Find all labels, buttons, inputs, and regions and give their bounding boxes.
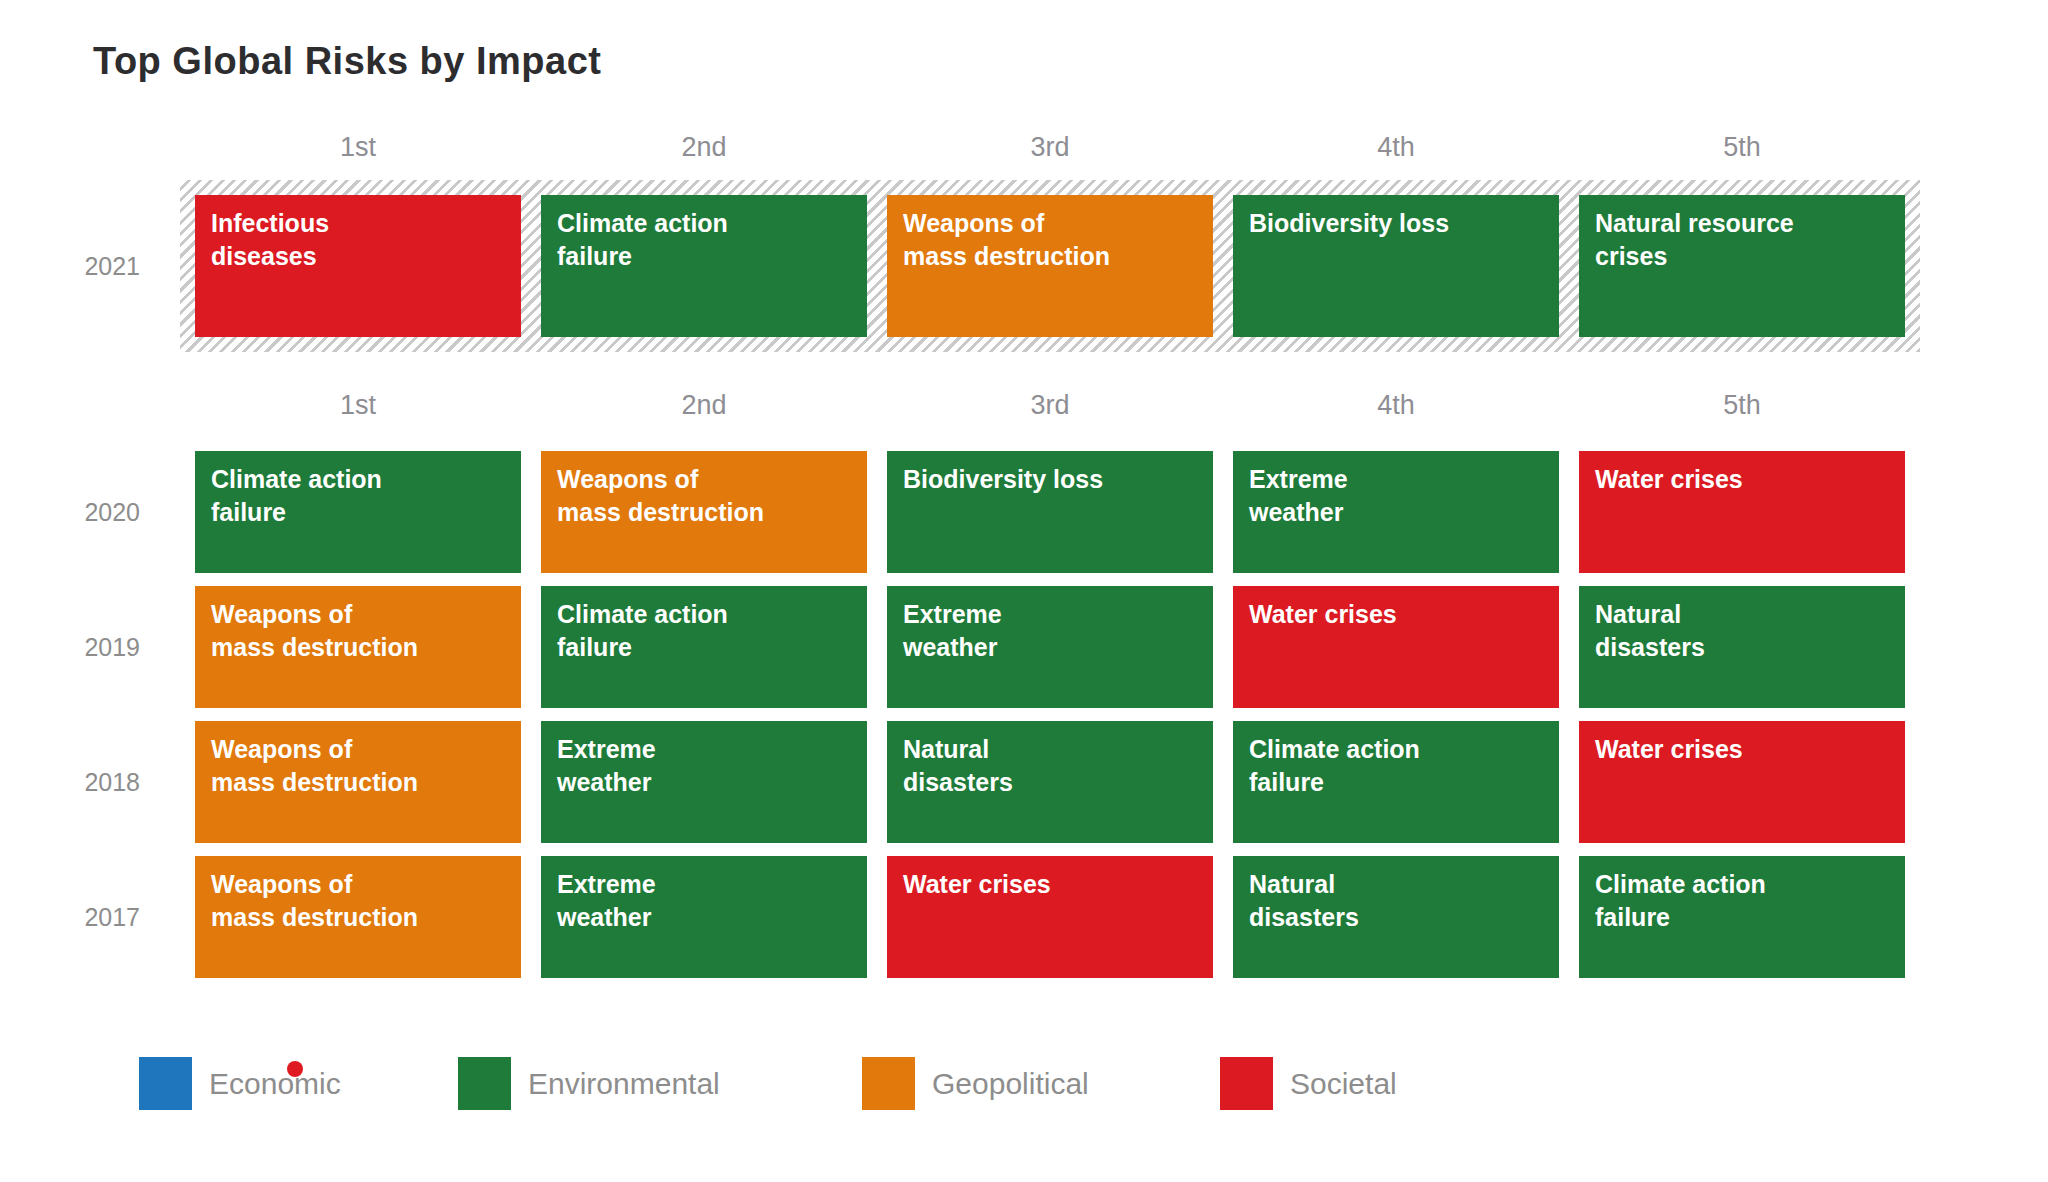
legend-label: Societal [1290,1067,1397,1101]
risk-cell-label: Water crises [903,868,1197,901]
legend-label: Economic [209,1067,341,1101]
risk-cell-label: Climate action failure [557,598,851,664]
risk-cell-label: Natural disasters [1249,868,1543,934]
risk-cell-label: Climate action failure [557,207,851,273]
rank-label-3rd: 3rd [887,390,1213,421]
risk-cell-2018-2: Extreme weather [541,721,867,843]
risk-cell-label: Biodiversity loss [1249,207,1543,240]
risk-cell-label: Weapons of mass destruction [211,733,505,799]
year-label-2017: 2017 [60,903,140,932]
risk-cell-2020-4: Extreme weather [1233,451,1559,573]
risk-cell-2017-1: Weapons of mass destruction [195,856,521,978]
risk-cell-label: Infectious diseases [211,207,505,273]
legend-item-geopolitical: Geopolitical [862,1057,1089,1110]
rank-label-5th: 5th [1579,132,1905,163]
rank-label-1st: 1st [195,390,521,421]
year-label-2018: 2018 [60,768,140,797]
page-title: Top Global Risks by Impact [93,40,602,83]
rank-label-3rd: 3rd [887,132,1213,163]
risk-cell-2021-5: Natural resource crises [1579,195,1905,337]
year-label-2020: 2020 [60,498,140,527]
chart-canvas: Top Global Risks by Impact 1st 2nd 3rd 4… [0,0,2048,1182]
rank-header-row-2021: 1st 2nd 3rd 4th 5th [195,132,1905,163]
risk-cell-label: Water crises [1249,598,1543,631]
legend-item-economic: Economic [139,1057,341,1110]
risk-cell-label: Water crises [1595,463,1889,496]
risk-cell-2018-3: Natural disasters [887,721,1213,843]
risk-cell-2017-2: Extreme weather [541,856,867,978]
risk-cell-2021-1: Infectious diseases [195,195,521,337]
geopolitical-swatch-icon [862,1057,915,1110]
economic-swatch-icon [139,1057,192,1110]
risk-cell-label: Extreme weather [1249,463,1543,529]
risk-cell-2020-2: Weapons of mass destruction [541,451,867,573]
risk-row-2018: Weapons of mass destruction Extreme weat… [195,721,1905,843]
year-label-2019: 2019 [60,633,140,662]
risk-cell-2018-1: Weapons of mass destruction [195,721,521,843]
risk-cell-2019-2: Climate action failure [541,586,867,708]
risk-cell-2020-1: Climate action failure [195,451,521,573]
year-label-2021: 2021 [60,252,140,281]
risk-cell-label: Natural disasters [1595,598,1889,664]
rank-label-1st: 1st [195,132,521,163]
risk-cell-label: Extreme weather [557,868,851,934]
environmental-swatch-icon [458,1057,511,1110]
risk-cell-2020-3: Biodiversity loss [887,451,1213,573]
rank-label-4th: 4th [1233,132,1559,163]
highlight-band-2021: Infectious diseases Climate action failu… [180,180,1920,352]
risk-cell-2019-4: Water crises [1233,586,1559,708]
risk-cell-label: Weapons of mass destruction [211,868,505,934]
risk-cell-2018-4: Climate action failure [1233,721,1559,843]
risk-cell-label: Biodiversity loss [903,463,1197,496]
risk-cell-2017-5: Climate action failure [1579,856,1905,978]
legend-label: Geopolitical [932,1067,1089,1101]
risk-cell-2019-1: Weapons of mass destruction [195,586,521,708]
risk-cell-2021-2: Climate action failure [541,195,867,337]
risk-cell-label: Climate action failure [211,463,505,529]
rank-label-4th: 4th [1233,390,1559,421]
risk-cell-label: Climate action failure [1249,733,1543,799]
risk-cell-label: Water crises [1595,733,1889,766]
risk-grid: Climate action failure Weapons of mass d… [195,451,1905,978]
rank-label-5th: 5th [1579,390,1905,421]
risk-cell-2018-5: Water crises [1579,721,1905,843]
risk-row-2017: Weapons of mass destruction Extreme weat… [195,856,1905,978]
societal-swatch-icon [1220,1057,1273,1110]
risk-row-2019: Weapons of mass destruction Climate acti… [195,586,1905,708]
risk-cell-2017-4: Natural disasters [1233,856,1559,978]
risk-cell-2017-3: Water crises [887,856,1213,978]
risk-cell-label: Extreme weather [557,733,851,799]
rank-label-2nd: 2nd [541,390,867,421]
legend-item-societal: Societal [1220,1057,1397,1110]
rank-label-2nd: 2nd [541,132,867,163]
risk-cell-2021-4: Biodiversity loss [1233,195,1559,337]
rank-header-row-history: 1st 2nd 3rd 4th 5th [195,390,1905,421]
risk-cell-label: Extreme weather [903,598,1197,664]
risk-cell-2019-5: Natural disasters [1579,586,1905,708]
risk-cell-label: Natural resource crises [1595,207,1889,273]
risk-cell-label: Weapons of mass destruction [903,207,1197,273]
risk-row-2020: Climate action failure Weapons of mass d… [195,451,1905,573]
risk-cell-2021-3: Weapons of mass destruction [887,195,1213,337]
risk-cell-2019-3: Extreme weather [887,586,1213,708]
risk-cell-2020-5: Water crises [1579,451,1905,573]
risk-cell-label: Weapons of mass destruction [557,463,851,529]
legend-label: Environmental [528,1067,720,1101]
risk-cell-label: Natural disasters [903,733,1197,799]
risk-cell-label: Weapons of mass destruction [211,598,505,664]
risk-cell-label: Climate action failure [1595,868,1889,934]
cursor-dot [287,1061,303,1077]
legend-item-environmental: Environmental [458,1057,720,1110]
